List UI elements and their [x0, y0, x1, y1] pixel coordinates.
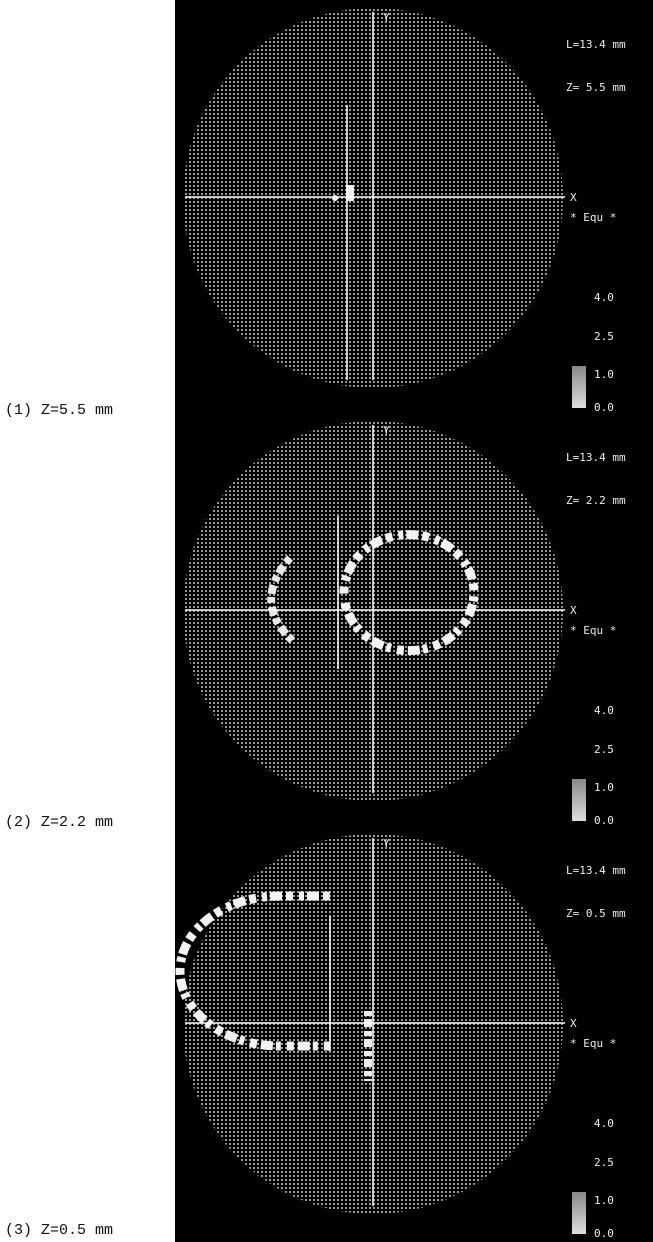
length-label: L=13.4 mm — [566, 864, 626, 877]
scale-label: 4.0 — [594, 291, 614, 304]
depth-label: Z= 5.5 mm — [566, 81, 626, 94]
depth-label: Z= 2.2 mm — [566, 494, 626, 507]
scale-label: 4.0 — [594, 1117, 614, 1130]
legend-title: * Equ * — [570, 1037, 616, 1050]
y-axis-label: Y — [383, 424, 390, 437]
scale-label: 0.0 — [594, 1227, 614, 1240]
scale-label: 1.0 — [594, 1194, 614, 1207]
scale-bar — [572, 779, 586, 821]
scale-label: 4.0 — [594, 704, 614, 717]
x-axis-label: X — [570, 604, 577, 617]
scale-label: 0.0 — [594, 814, 614, 827]
scale-label: 0.0 — [594, 401, 614, 414]
panel-caption: (1) Z=5.5 mm — [5, 402, 113, 419]
scale-label: 2.5 — [594, 743, 614, 756]
y-axis-label: Y — [383, 11, 390, 24]
pattern-spot — [332, 195, 338, 201]
panel: Y X L=13.4 mm Z= 5.5 mm * Equ * 4.0 2.5 1.0 0.0 (… — [5, 0, 653, 419]
y-axis-label: Y — [383, 837, 390, 850]
x-axis-label: X — [570, 1017, 577, 1030]
panel: Y X L=13.4 mm Z= 0.5 mm * Equ * 4.0 2.5 1.0 0.0 (… — [5, 826, 653, 1242]
scale-label: 1.0 — [594, 781, 614, 794]
x-axis-label: X — [570, 191, 577, 204]
scale-bar — [572, 1192, 586, 1234]
legend-title: * Equ * — [570, 624, 616, 637]
length-label: L=13.4 mm — [566, 451, 626, 464]
scale-bar — [572, 366, 586, 408]
legend-title: * Equ * — [570, 211, 616, 224]
figure: Y X L=13.4 mm Z= 5.5 mm * Equ * 4.0 2.5 1.0 0.0 (… — [0, 0, 653, 1242]
depth-label: Z= 0.5 mm — [566, 907, 626, 920]
scale-label: 2.5 — [594, 330, 614, 343]
panel-caption: (3) Z=0.5 mm — [5, 1222, 113, 1239]
panel: Y X L=13.4 mm Z= 2.2 mm * Equ * 4.0 2.5 1.0 0.0 (… — [5, 413, 653, 831]
scale-label: 1.0 — [594, 368, 614, 381]
scale-label: 2.5 — [594, 1156, 614, 1169]
length-label: L=13.4 mm — [566, 38, 626, 51]
panel-caption: (2) Z=2.2 mm — [5, 814, 113, 831]
